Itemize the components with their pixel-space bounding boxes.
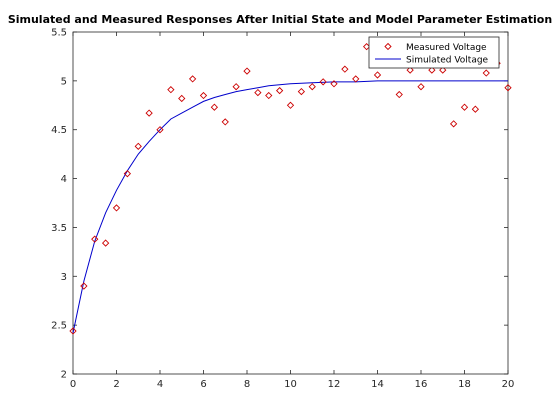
measured-voltage-point <box>275 86 284 95</box>
measured-voltage-point <box>373 71 382 79</box>
measured-voltage-point <box>167 86 175 94</box>
x-tick-label: 2 <box>113 379 119 390</box>
measured-voltage-point <box>145 109 153 117</box>
measured-voltage-point <box>188 75 197 83</box>
measured-voltage-point <box>123 170 132 178</box>
measured-voltage-point <box>80 282 88 290</box>
measured-voltage-point <box>286 101 295 109</box>
measured-voltage-point <box>101 239 110 247</box>
measured-voltage-point <box>199 91 208 100</box>
y-tick-label: 4 <box>61 174 67 185</box>
chart-title: Simulated and Measured Responses After I… <box>8 13 552 26</box>
measured-voltage-point <box>210 103 219 111</box>
measured-voltage-point <box>156 126 164 134</box>
y-tick-label: 5 <box>61 76 67 87</box>
legend-marker-measured <box>384 42 392 51</box>
legend-label-measured: Measured Voltage <box>406 43 487 53</box>
measured-voltage-point <box>406 66 414 74</box>
y-tick-label: 3 <box>61 272 67 283</box>
x-tick-label: 6 <box>200 379 206 390</box>
measured-voltage-point <box>428 66 436 74</box>
legend-label-simulated: Simulated Voltage <box>406 56 489 66</box>
measured-voltage-point <box>330 80 338 88</box>
measured-voltage-point <box>232 83 240 91</box>
x-tick-label: 4 <box>157 379 163 390</box>
x-tick-label: 18 <box>458 379 471 390</box>
measured-voltage-point <box>417 83 425 91</box>
y-tick-label: 2 <box>61 370 67 381</box>
plot-area: 0 2 4 6 8 10 12 14 16 18 2022.533.544.555.5Measure… <box>51 28 514 391</box>
measured-voltage-point <box>265 91 273 100</box>
measured-voltage-point <box>112 204 121 212</box>
x-tick-label: 10 <box>284 379 297 390</box>
y-tick-label: 5.5 <box>51 28 67 39</box>
y-tick-label: 3.5 <box>51 223 67 234</box>
x-tick-label: 0 <box>70 379 76 390</box>
measured-voltage-point <box>297 87 306 96</box>
legend-box <box>368 36 500 69</box>
x-tick-label: 20 <box>502 379 515 390</box>
measured-voltage-point <box>178 94 186 103</box>
y-tick-label: 2.5 <box>51 321 67 332</box>
measured-voltage-point <box>91 235 99 243</box>
x-tick-label: 12 <box>328 379 341 390</box>
measured-voltage-point <box>134 142 142 150</box>
measured-voltage-point <box>254 88 262 97</box>
measured-voltage-point <box>482 69 490 77</box>
measured-voltage-point <box>308 83 316 91</box>
measured-voltage-point <box>395 90 403 99</box>
x-tick-label: 8 <box>244 379 250 390</box>
x-tick-label: 14 <box>371 379 384 390</box>
measured-voltage-point <box>221 118 229 126</box>
x-tick-label: 16 <box>415 379 428 390</box>
plot-frame <box>72 31 509 375</box>
measured-voltage-point <box>341 65 349 73</box>
measured-voltage-point <box>352 75 360 83</box>
measured-voltage-point <box>504 84 512 92</box>
measured-voltage-point <box>243 67 251 75</box>
y-tick-label: 4.5 <box>51 125 67 136</box>
measured-voltage-point <box>460 103 469 111</box>
measured-voltage-point <box>471 105 480 113</box>
measured-voltage-point <box>69 327 77 335</box>
measured-voltage-point <box>439 66 447 74</box>
measured-voltage-point <box>319 78 327 86</box>
measured-voltage-point <box>449 120 458 128</box>
